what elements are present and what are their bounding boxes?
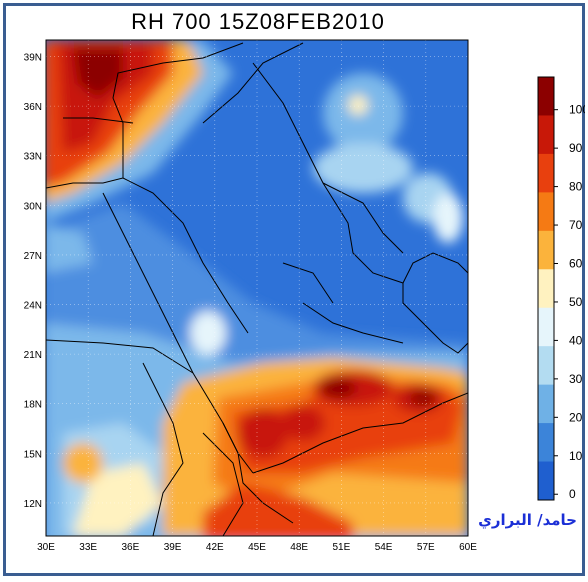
chart-title: RH 700 15Z08FEB2010 — [131, 9, 385, 34]
lon-tick-label: 51E — [333, 542, 351, 553]
rh-map-figure: 39N 36N 33N 30N 27N 24N 21N 18N 15N 12N 30E 33E 36E… — [24, 39, 585, 553]
colorbar-swatch — [538, 307, 554, 347]
colorbar-label: 0 — [569, 487, 576, 501]
colorbar-label: 100 — [569, 103, 585, 117]
lon-tick-label: 42E — [206, 542, 224, 553]
colorbar-label: 70 — [569, 218, 583, 232]
colorbar-label: 90 — [569, 141, 583, 155]
colorbar-label: 80 — [569, 180, 583, 194]
lat-tick-label: 36N — [24, 102, 42, 113]
lon-tick-label: 39E — [164, 542, 182, 553]
lon-tick-label: 36E — [122, 542, 140, 553]
colorbar-label: 60 — [569, 257, 583, 271]
lon-tick-label: 57E — [417, 542, 435, 553]
lat-tick-label: 12N — [24, 499, 42, 510]
colorbar-label: 40 — [569, 333, 583, 347]
lat-tick-label: 15N — [24, 449, 42, 460]
colorbar: 1009080706050403020100 — [537, 76, 585, 501]
latitude-labels: 39N 36N 33N 30N 27N 24N 21N 18N 15N 12N — [24, 53, 42, 510]
lat-tick-label: 39N — [24, 53, 42, 64]
lon-tick-label: 30E — [37, 542, 55, 553]
longitude-labels: 30E 33E 36E 39E 42E 45E 48E 51E 54E 57E 60E — [37, 542, 477, 553]
author-signature: حامد/ البراري — [478, 511, 577, 529]
colorbar-swatch — [538, 115, 554, 155]
humidity-field — [46, 40, 468, 536]
lat-tick-label: 27N — [24, 251, 42, 262]
colorbar-swatch — [538, 230, 554, 270]
colorbar-label: 10 — [569, 449, 583, 463]
colorbar-swatch — [538, 77, 554, 116]
map-border — [45, 39, 469, 537]
coastlines — [46, 42, 468, 536]
lon-tick-label: 48E — [290, 542, 308, 553]
colorbar-swatch — [538, 346, 554, 386]
colorbar-swatch — [538, 192, 554, 232]
colorbar-swatch — [538, 153, 554, 193]
colorbar-swatch — [538, 461, 554, 501]
lat-tick-label: 21N — [24, 350, 42, 361]
colorbar-label: 20 — [569, 410, 583, 424]
lat-tick-label: 30N — [24, 201, 42, 212]
figure-frame: RH 700 15Z08FEB2010 — [3, 3, 585, 576]
colorbar-label: 50 — [569, 295, 583, 309]
grid — [46, 40, 468, 536]
lon-tick-label: 45E — [248, 542, 266, 553]
colorbar-label: 30 — [569, 372, 583, 386]
lon-tick-label: 54E — [375, 542, 393, 553]
lat-tick-label: 24N — [24, 301, 42, 312]
colorbar-border — [537, 76, 555, 501]
colorbar-swatch — [538, 384, 554, 424]
lon-tick-label: 33E — [79, 542, 97, 553]
lon-tick-label: 60E — [459, 542, 477, 553]
colorbar-swatch — [538, 423, 554, 463]
lat-tick-label: 18N — [24, 400, 42, 411]
colorbar-swatch — [538, 269, 554, 309]
lat-tick-label: 33N — [24, 152, 42, 163]
